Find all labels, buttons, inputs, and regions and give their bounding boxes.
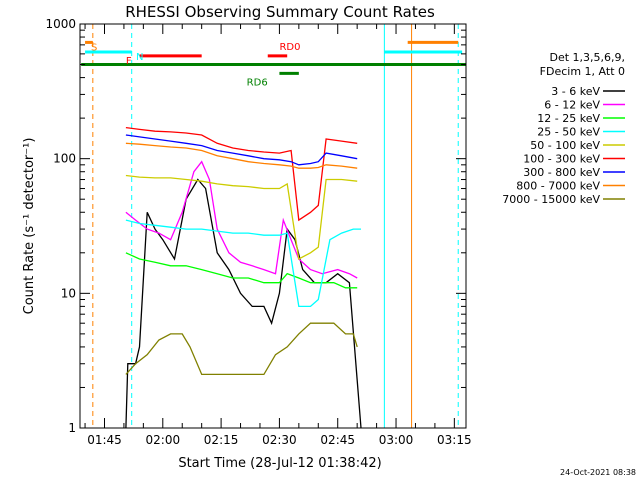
x-tick-label: 02:00 bbox=[146, 433, 181, 447]
legend-label-2: 12 - 25 keV bbox=[537, 112, 600, 125]
legend-label-8: 7000 - 15000 keV bbox=[502, 193, 600, 206]
series-line-6 bbox=[125, 134, 358, 166]
legend-label-3: 25 - 50 keV bbox=[537, 126, 600, 139]
series-line-4 bbox=[125, 174, 358, 261]
legend-label-0: 3 - 6 keV bbox=[551, 85, 600, 98]
series-line-1 bbox=[125, 160, 358, 279]
y-axis-label: Count Rate (s⁻¹ detector⁻¹) bbox=[22, 138, 37, 315]
chart-title: RHESSI Observing Summary Count Rates bbox=[125, 3, 435, 21]
legend-header-line-1: Det 1,3,5,6,9, bbox=[549, 51, 625, 64]
y-tick-label: 10 bbox=[61, 286, 76, 300]
y-tick-label: 1 bbox=[68, 421, 76, 435]
x-tick-label: 01:45 bbox=[87, 433, 122, 447]
series-line-7 bbox=[125, 142, 358, 169]
series-line-8 bbox=[125, 322, 358, 376]
legend-label-5: 100 - 300 keV bbox=[523, 153, 600, 166]
series-line-2 bbox=[125, 252, 358, 289]
interval-marker-labels: S NF RD0 RD6 bbox=[91, 42, 301, 89]
y-tick-label: 1000 bbox=[45, 17, 76, 31]
marker-label-s: S bbox=[91, 42, 97, 53]
series-line-0 bbox=[125, 178, 362, 429]
legend-label-6: 300 - 800 keV bbox=[523, 166, 600, 179]
plot-frame bbox=[79, 23, 467, 429]
legend-label-1: 6 - 12 keV bbox=[544, 99, 600, 112]
x-tick-label: 03:15 bbox=[437, 433, 472, 447]
marker-label-n: N bbox=[136, 52, 143, 63]
interval-lines bbox=[92, 24, 459, 428]
marker-label-rd0: RD0 bbox=[279, 42, 300, 53]
legend-label-7: 800 - 7000 keV bbox=[516, 180, 600, 193]
x-axis-label: Start Time (28-Jul-12 01:38:42) bbox=[178, 456, 381, 471]
x-tick-label: 02:30 bbox=[262, 433, 297, 447]
interval-bars bbox=[81, 40, 466, 75]
series-line-3 bbox=[125, 219, 361, 308]
series-line-5 bbox=[125, 126, 358, 222]
legend-label-4: 50 - 100 keV bbox=[530, 139, 600, 152]
y-tick-label: 100 bbox=[53, 152, 76, 166]
marker-label-f: F bbox=[126, 56, 132, 67]
marker-label-rd6: RD6 bbox=[247, 77, 268, 88]
footer-date: 24-Oct-2021 08:38 bbox=[560, 468, 636, 477]
x-tick-label: 02:15 bbox=[204, 433, 239, 447]
legend-header-line-2: FDecim 1, Att 0 bbox=[540, 65, 625, 78]
x-tick-label: 03:00 bbox=[379, 433, 414, 447]
axis-ticks: 1 10 100 1000 01:45 02:00 02:15 02:30 02:45 03:00… bbox=[45, 17, 471, 447]
x-tick-label: 02:45 bbox=[320, 433, 355, 447]
series-layer bbox=[125, 126, 362, 429]
